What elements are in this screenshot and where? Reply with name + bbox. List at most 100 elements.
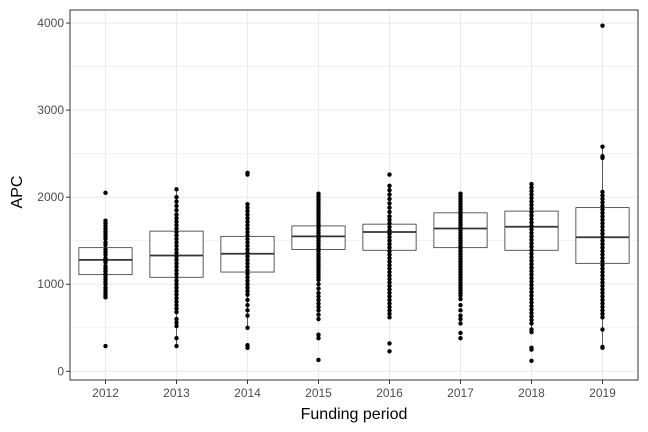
data-point-2016 bbox=[387, 315, 392, 320]
data-point-2019 bbox=[600, 228, 605, 233]
data-point-2017 bbox=[458, 316, 463, 322]
data-point-2018 bbox=[529, 251, 534, 256]
data-point-2016 bbox=[387, 255, 392, 261]
data-point-2017 bbox=[458, 330, 463, 336]
data-point-2019 bbox=[600, 315, 605, 320]
y-tick-label: 2000 bbox=[37, 190, 64, 204]
data-point-2014 bbox=[245, 282, 250, 287]
data-point-2013 bbox=[174, 275, 179, 280]
data-point-2016 bbox=[387, 266, 392, 271]
data-point-2016 bbox=[387, 188, 392, 193]
data-point-2013 bbox=[174, 264, 179, 270]
data-point-2018 bbox=[529, 293, 534, 298]
data-point-2016 bbox=[387, 269, 392, 275]
data-point-2014 bbox=[245, 268, 250, 273]
data-point-2017 bbox=[458, 308, 463, 313]
data-point-2016 bbox=[387, 248, 392, 254]
data-point-2015 bbox=[316, 312, 321, 317]
data-point-2019 bbox=[600, 217, 605, 223]
data-point-2016 bbox=[387, 238, 392, 243]
data-point-2017 bbox=[458, 313, 463, 318]
data-point-2019 bbox=[600, 235, 605, 240]
data-point-2018 bbox=[529, 300, 534, 305]
y-tick-label: 1000 bbox=[37, 277, 64, 291]
data-point-2015 bbox=[316, 290, 321, 296]
data-point-2013 bbox=[174, 187, 179, 192]
x-tick-label: 2012 bbox=[92, 386, 119, 400]
data-point-2016 bbox=[387, 209, 392, 215]
data-point-2015 bbox=[316, 301, 321, 306]
data-point-2014 bbox=[245, 247, 250, 252]
data-point-2016 bbox=[387, 172, 392, 177]
data-point-2016 bbox=[387, 224, 392, 229]
data-point-2012 bbox=[103, 252, 108, 257]
data-point-2016 bbox=[387, 276, 392, 282]
data-point-2013 bbox=[174, 282, 179, 287]
data-point-2018 bbox=[529, 223, 534, 229]
data-point-2016 bbox=[387, 294, 392, 299]
data-point-2018 bbox=[529, 181, 534, 187]
y-axis-title: APC bbox=[9, 176, 26, 209]
data-point-2014 bbox=[245, 289, 250, 294]
x-tick-label: 2019 bbox=[589, 386, 616, 400]
data-point-2018 bbox=[529, 213, 534, 218]
data-point-2018 bbox=[529, 296, 534, 302]
data-point-2016 bbox=[387, 183, 392, 189]
data-point-2019 bbox=[600, 259, 605, 264]
data-point-2018 bbox=[529, 192, 534, 197]
data-point-2016 bbox=[387, 192, 392, 197]
data-point-2013 bbox=[174, 194, 179, 200]
data-point-2019 bbox=[600, 273, 605, 278]
data-point-2015 bbox=[316, 277, 321, 283]
data-point-2018 bbox=[529, 227, 534, 232]
data-point-2016 bbox=[387, 280, 392, 285]
data-point-2014 bbox=[245, 345, 250, 350]
data-point-2013 bbox=[174, 240, 179, 245]
data-point-2016 bbox=[387, 341, 392, 346]
data-point-2014 bbox=[245, 285, 250, 290]
data-point-2013 bbox=[174, 292, 179, 297]
data-point-2019 bbox=[600, 144, 605, 149]
data-point-2013 bbox=[174, 302, 179, 308]
data-point-2012 bbox=[103, 242, 108, 248]
data-point-2015 bbox=[316, 336, 321, 341]
axes: 0 1000 2000 3000 4000 2012 2013 2014 2015 2016 201… bbox=[37, 16, 616, 400]
data-point-2019 bbox=[600, 245, 605, 250]
data-point-2019 bbox=[600, 224, 605, 229]
data-point-2013 bbox=[174, 320, 179, 325]
data-point-2019 bbox=[600, 311, 605, 317]
data-point-2018 bbox=[529, 209, 534, 215]
data-point-2018 bbox=[529, 286, 534, 291]
data-point-2013 bbox=[174, 323, 179, 329]
data-points bbox=[103, 23, 605, 364]
data-point-2013 bbox=[174, 212, 179, 217]
data-point-2014 bbox=[245, 236, 250, 242]
data-point-2013 bbox=[174, 208, 179, 213]
data-point-2014 bbox=[245, 215, 250, 221]
data-point-2019 bbox=[600, 290, 605, 296]
data-point-2018 bbox=[529, 244, 534, 249]
data-point-2018 bbox=[529, 216, 534, 222]
data-point-2014 bbox=[245, 226, 250, 231]
data-point-2013 bbox=[174, 254, 179, 259]
data-point-2019 bbox=[600, 248, 605, 254]
data-point-2018 bbox=[529, 199, 534, 204]
data-point-2014 bbox=[245, 201, 250, 207]
data-point-2018 bbox=[529, 268, 534, 274]
data-point-2019 bbox=[600, 262, 605, 268]
data-point-2019 bbox=[600, 214, 605, 219]
data-point-2013 bbox=[174, 306, 179, 311]
data-point-2014 bbox=[245, 240, 250, 245]
data-point-2016 bbox=[387, 241, 392, 247]
data-point-2019 bbox=[600, 23, 605, 28]
data-point-2013 bbox=[174, 316, 179, 322]
data-point-2018 bbox=[529, 310, 534, 316]
data-point-2019 bbox=[600, 193, 605, 198]
data-point-2018 bbox=[529, 185, 534, 190]
data-point-2013 bbox=[174, 236, 179, 242]
x-tick-label: 2018 bbox=[518, 386, 545, 400]
x-tick-label: 2017 bbox=[447, 386, 474, 400]
data-point-2018 bbox=[529, 289, 534, 295]
data-point-2014 bbox=[245, 325, 250, 330]
